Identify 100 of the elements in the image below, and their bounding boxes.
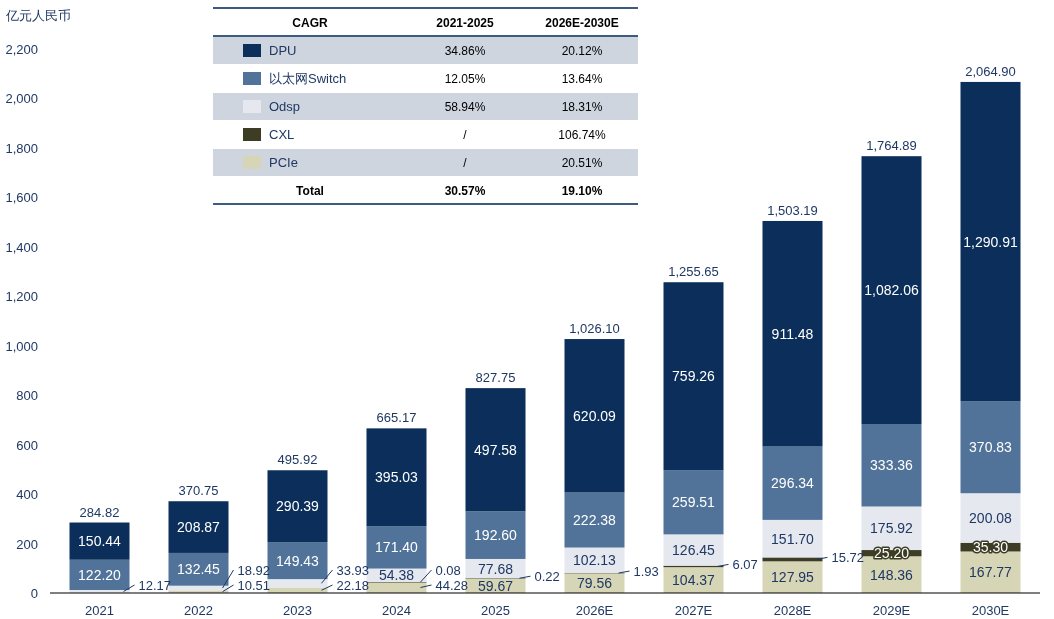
data-label: 620.09 <box>573 407 617 424</box>
data-label: 10.51 <box>237 578 271 593</box>
x-tick-label: 2023 <box>283 603 312 618</box>
legend-label: Odsp <box>269 99 301 114</box>
text: 2021-2025 <box>436 16 494 30</box>
data-label: 175.92 <box>870 520 914 537</box>
data-label: 911.48 <box>771 325 814 342</box>
data-label: 6.07 <box>732 557 758 573</box>
bar <box>564 492 625 548</box>
bar <box>762 446 823 520</box>
data-label: 59.67 <box>477 577 514 594</box>
data-label: 54.38 <box>378 567 415 584</box>
y-tick-label: 400 <box>16 487 38 502</box>
total-label: 495.92 <box>277 452 318 468</box>
data-label: 759.26 <box>672 368 716 385</box>
annotation: 58.94% <box>444 100 486 114</box>
bar <box>762 557 823 562</box>
text: 2026E-2030E <box>545 16 619 30</box>
bar <box>366 428 427 527</box>
bar <box>69 522 130 560</box>
annotation: 106.74% <box>558 128 607 142</box>
data-label: 148.36 <box>870 566 914 583</box>
total-label: 370.75 <box>178 483 219 499</box>
data-label: 0.22 <box>534 569 560 585</box>
data-label: 150.44 <box>78 533 122 550</box>
annotation: 34.86% <box>444 44 486 58</box>
y-tick-label: 0 <box>30 586 38 601</box>
data-label: 122.20 <box>78 566 122 583</box>
data-label: 370.83 <box>969 439 1013 456</box>
data-label: 290.39 <box>276 498 320 515</box>
data-label: 1,290.91 <box>963 233 1018 250</box>
bar <box>168 501 229 553</box>
bar <box>663 534 724 566</box>
annotation: 19.10% <box>561 184 603 198</box>
annotation: 20.51% <box>561 156 603 170</box>
legend-label: CXL <box>269 127 295 142</box>
data-label: 171.40 <box>375 539 419 556</box>
annotation: 13.64% <box>561 72 603 86</box>
data-label: 192.60 <box>474 527 518 544</box>
y-tick-label: 2,200 <box>5 41 38 57</box>
legend-label: DPU <box>269 43 297 58</box>
total-label: 1,503.19 <box>767 202 818 218</box>
data-label: 127.95 <box>771 569 815 586</box>
data-label: 15.72 <box>831 550 865 566</box>
y-tick-label: 1,000 <box>5 338 38 354</box>
data-label: 333.36 <box>870 457 914 474</box>
data-label: 44.28 <box>435 578 469 593</box>
x-tick-label: 2024 <box>382 603 411 618</box>
total-label: 1,764.89 <box>866 138 917 154</box>
x-tick-label: 2029E <box>872 603 911 618</box>
annotation: 20.12% <box>561 44 603 58</box>
annotation: 30.57% <box>444 184 486 198</box>
data-label: 102.13 <box>573 552 617 569</box>
x-tick-label: 2022 <box>184 603 213 618</box>
data-label: 12.17 <box>138 578 172 593</box>
data-label: 79.56 <box>576 575 613 592</box>
annotation: Total <box>296 184 324 198</box>
data-label: 1.93 <box>633 564 659 580</box>
bar <box>960 401 1021 494</box>
annotation: 18.31% <box>561 100 603 114</box>
data-label: 25.20 <box>873 545 910 562</box>
y-tick-label: 2,000 <box>5 91 38 106</box>
total-label: 827.75 <box>475 370 516 386</box>
bar <box>762 220 823 447</box>
y-tick-label: 1,200 <box>5 289 38 304</box>
data-label: 151.70 <box>771 530 815 547</box>
legend-label: 以太网Switch <box>269 71 347 86</box>
data-label: 104.37 <box>672 572 716 589</box>
data-label: 77.68 <box>477 560 514 577</box>
bar <box>960 81 1021 402</box>
total-label: 665.17 <box>376 410 417 426</box>
bar <box>465 511 526 559</box>
x-tick-label: 2025 <box>481 603 510 618</box>
data-label: 208.87 <box>177 519 221 536</box>
data-label: 222.38 <box>573 512 617 529</box>
legend-label: PCIe <box>269 155 298 170</box>
bar <box>465 388 526 512</box>
bar <box>861 156 922 424</box>
y-tick-label: 800 <box>16 388 38 403</box>
total-label: 1,026.10 <box>569 321 620 337</box>
y-tick-label: 600 <box>16 437 38 453</box>
annotation: / <box>463 128 468 142</box>
x-tick-label: 2027E <box>674 603 713 618</box>
x-tick-label: 2021 <box>85 603 114 618</box>
data-label: 296.34 <box>771 475 815 492</box>
y-tick-label: 1,600 <box>5 190 38 205</box>
data-label: 22.18 <box>336 578 370 593</box>
bar <box>564 339 625 493</box>
data-label: 149.43 <box>276 552 320 569</box>
data-label: 33.93 <box>336 563 370 578</box>
data-label: 497.58 <box>474 441 518 458</box>
y-axis-title: 亿元人民币 <box>5 8 71 23</box>
data-label: 0.08 <box>435 563 461 578</box>
data-label: 35.30 <box>972 539 1009 556</box>
data-label: 167.77 <box>969 564 1013 581</box>
data-label: 126.45 <box>672 542 716 559</box>
data-label: 200.08 <box>969 509 1013 526</box>
bar <box>267 470 328 543</box>
annotation: 12.05% <box>444 72 486 86</box>
y-tick-label: 1,400 <box>5 239 38 255</box>
